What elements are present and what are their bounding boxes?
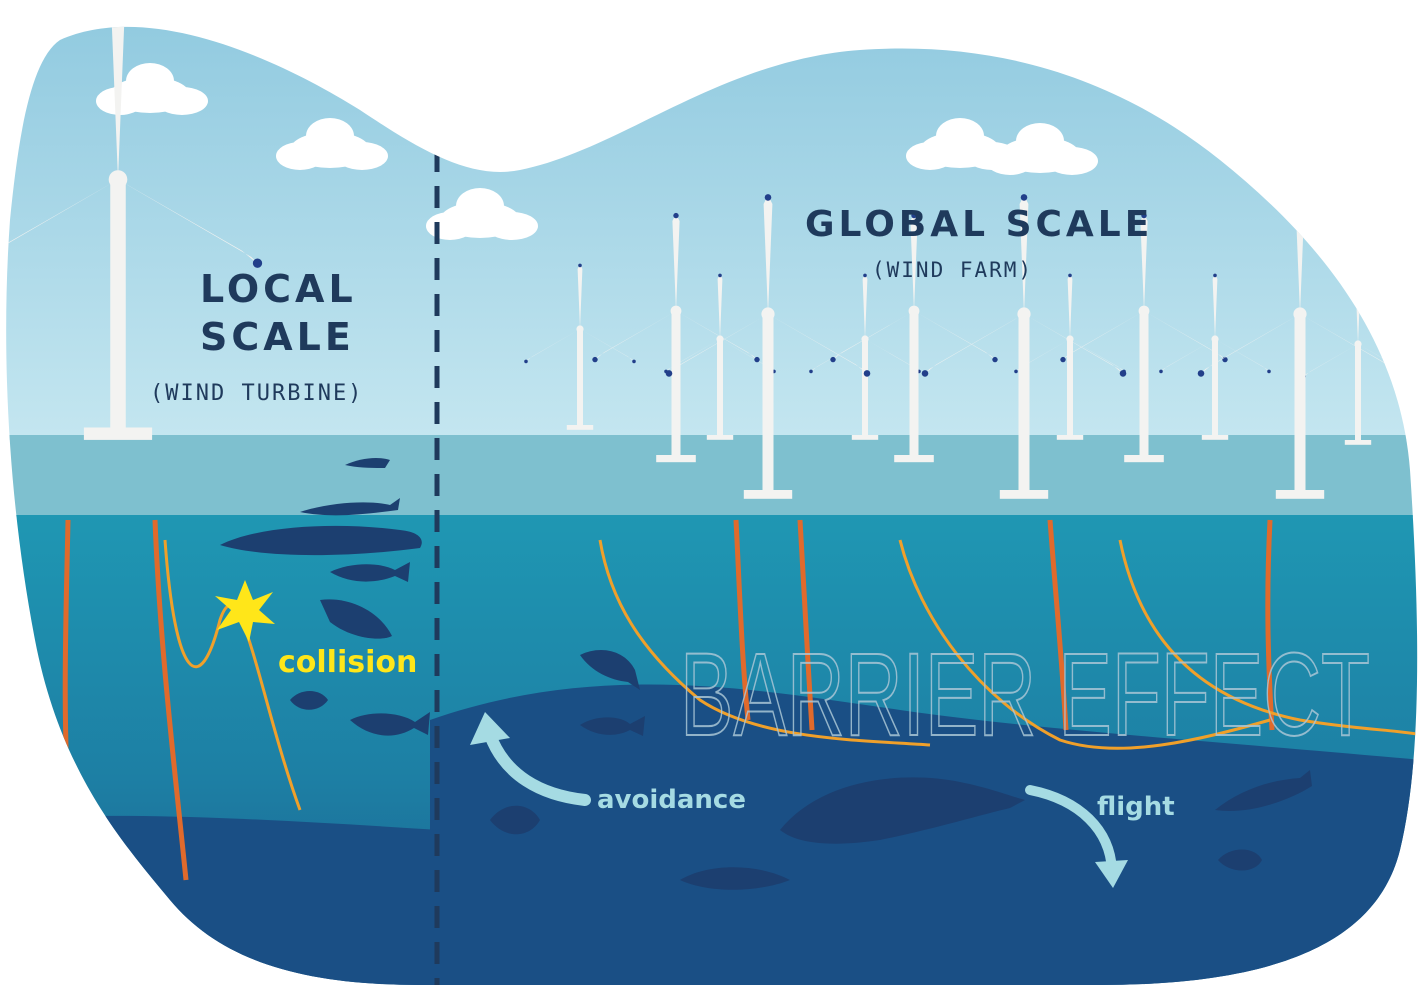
collision-spark-icon [215, 580, 275, 642]
local-scale-subtitle: (WIND TURBINE) [150, 381, 363, 406]
turtle-icon [490, 805, 540, 835]
whale-icon [220, 525, 422, 556]
seabed-local [6, 815, 440, 986]
mooring-lines [163, 539, 1418, 811]
seabed [430, 684, 1418, 986]
avoidance-arrowhead [470, 712, 510, 745]
dolphin-icon [345, 457, 390, 468]
marine-life [220, 457, 1312, 890]
dolphin-icon [300, 498, 400, 516]
local-scale-line2: SCALE [200, 315, 355, 359]
dolphin-icon [1215, 770, 1312, 811]
barrier-effect-label: BARRIER EFFECT [680, 629, 1370, 761]
fish-icon [330, 562, 410, 582]
fish-icon [580, 716, 645, 736]
fish-icon [350, 712, 430, 736]
sea-surface [6, 435, 1418, 517]
global-scale-title: GLOBAL SCALE [805, 204, 1153, 245]
seal-icon [320, 599, 392, 639]
global-scale-subtitle: (WIND FARM) [872, 258, 1033, 282]
turtle-icon [290, 691, 328, 710]
avoidance-arrow [484, 729, 591, 806]
flight-arrow [1025, 785, 1117, 875]
local-scale-line1: LOCAL [200, 267, 357, 311]
turtle-icon [1218, 849, 1262, 871]
sky-background [6, 26, 1418, 440]
avoidance-label: avoidance [597, 785, 746, 815]
dolphin-icon [580, 650, 640, 690]
seal-icon [680, 867, 790, 890]
flight-label: flight [1097, 792, 1175, 822]
collision-label: collision [278, 645, 417, 680]
flight-arrowhead [1095, 860, 1128, 888]
whale-icon [780, 777, 1025, 844]
